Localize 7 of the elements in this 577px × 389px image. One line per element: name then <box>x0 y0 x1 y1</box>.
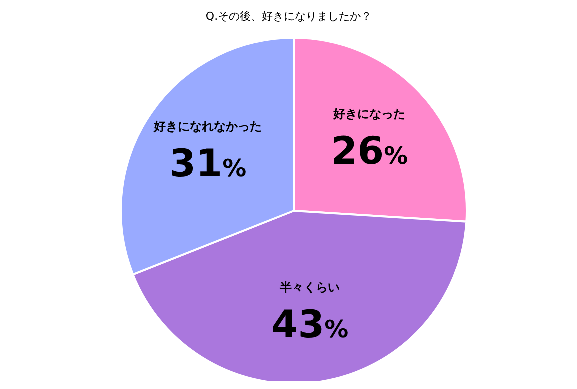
data-label: 43% <box>272 302 349 347</box>
data-label: 31% <box>170 142 247 186</box>
chart-title: Q.その後、好きになりましたか？ <box>206 10 372 23</box>
data-label: 26% <box>331 128 408 173</box>
slice-label: 好きになった <box>332 106 406 121</box>
slice-label: 好きになれなかった <box>153 120 262 134</box>
slice-label: 半々くらい <box>279 280 340 295</box>
